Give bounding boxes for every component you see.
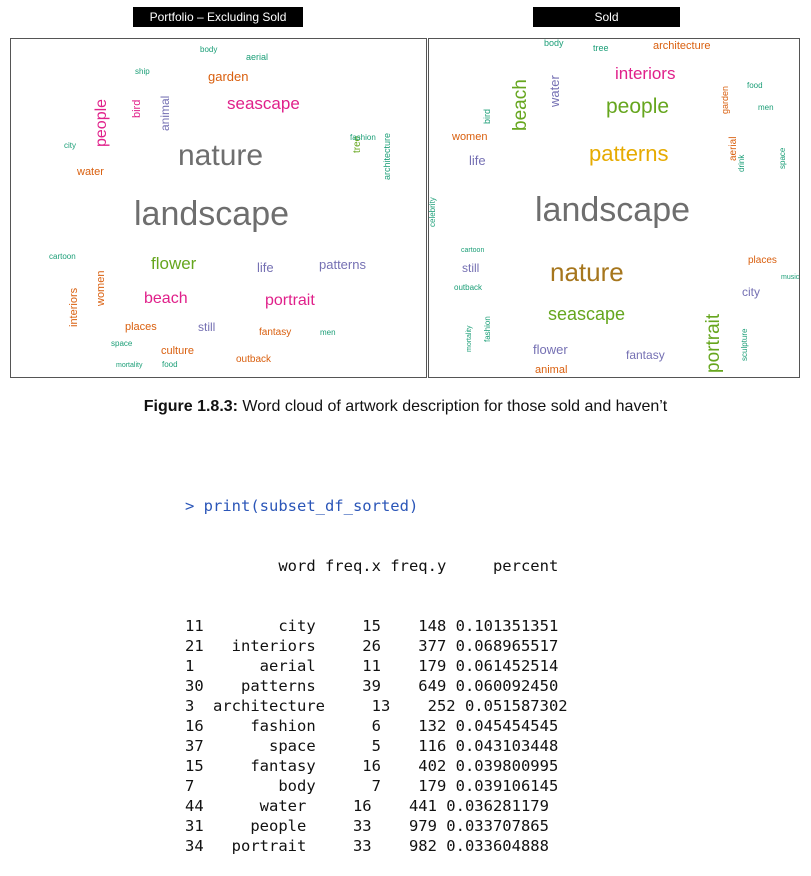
console-rows: 11 city 15 148 0.101351351 21 interiors 2… [185,616,568,856]
cloud-word-cartoon: cartoon [49,252,76,261]
console-row: 1 aerial 11 179 0.061452514 [185,657,559,675]
cloud-word-music: music [781,274,800,281]
cloud-word-interiors: interiors [615,64,676,83]
cloud-word-celebrity: celebrity [428,196,437,227]
cloud-word-fantasy: fantasy [259,327,292,338]
cloud-word-garden: garden [208,69,249,84]
console-row: 34 portrait 33 982 0.033604888 [185,837,549,855]
cloud-word-places: places [748,255,777,266]
cloud-word-women: women [95,270,107,307]
cloud-word-life: life [257,260,274,275]
cloud-word-cartoon: cartoon [461,247,485,254]
cloud-word-body: body [200,45,218,54]
console-row: 7 body 7 179 0.039106145 [185,777,559,795]
cloud-word-body: body [544,38,564,48]
console-row: 21 interiors 26 377 0.068965517 [185,637,559,655]
cloud-word-beach: beach [510,79,531,132]
cloud-word-still: still [198,320,216,334]
figure-label: Figure 1.8.3: [143,398,238,415]
console-row: 37 space 5 116 0.043103448 [185,737,559,755]
console-command: > print(subset_df_sorted) [185,497,419,515]
cloud-word-people: people [93,98,110,147]
cloud-word-interiors: interiors [68,288,80,328]
cloud-word-portrait: portrait [265,292,315,309]
cloud-word-women: women [452,131,488,143]
console-row: 30 patterns 39 649 0.060092450 [185,677,559,695]
left-panel-title: Portfolio – Excluding Sold [133,7,303,27]
cloud-word-water: water [77,166,104,178]
cloud-word-ship: ship [135,67,150,76]
figure-caption-text: Word cloud of artwork description for th… [237,398,668,415]
cloud-word-outback: outback [236,354,272,365]
cloud-word-architecture: architecture [382,133,392,181]
cloud-word-bird: bird [131,99,143,119]
cloud-word-mortality: mortality [116,362,143,369]
cloud-word-landscape: landscape [535,191,691,229]
cloud-word-city: city [742,285,760,299]
cloud-word-fantasy: fantasy [626,348,665,362]
cloud-word-seascape: seascape [548,304,626,324]
console-row: 16 fashion 6 132 0.045454545 [185,717,559,735]
cloud-word-beach: beach [144,290,188,307]
cloud-word-water: water [547,74,562,107]
cloud-word-places: places [125,321,157,333]
cloud-word-mortality: mortality [466,325,473,352]
cloud-word-still: still [462,261,480,275]
console-row: 31 people 33 979 0.033707865 [185,817,549,835]
right-panel-title: Sold [533,7,680,27]
cloud-word-space: space [778,147,787,169]
cloud-word-culture: culture [161,345,195,357]
cloud-word-seascape: seascape [227,94,300,113]
console-header: word freq.x freq.y percent [185,557,559,575]
console-row: 44 water 16 441 0.036281179 [185,797,549,815]
cloud-word-patterns: patterns [589,141,669,166]
cloud-word-city: city [64,141,76,150]
cloud-word-men: men [320,328,336,337]
cloud-word-bird: bird [482,108,492,124]
cloud-word-flower: flower [151,254,197,273]
cloud-word-nature: nature [550,257,624,287]
cloud-word-architecture: architecture [653,40,711,52]
console-row: 15 fantasy 16 402 0.039800995 [185,757,559,775]
cloud-word-fashion: fashion [483,316,492,342]
cloud-word-tree: tree [593,43,609,53]
cloud-word-food: food [162,360,178,369]
cloud-word-landscape: landscape [134,195,290,233]
cloud-word-animal: animal [535,364,568,376]
cloud-word-portrait: portrait [703,313,724,373]
figure-caption: Figure 1.8.3: Word cloud of artwork desc… [0,398,811,416]
console-row: 11 city 15 148 0.101351351 [185,617,559,635]
cloud-word-men: men [758,103,774,112]
console-row: 3 architecture 13 252 0.051587302 [185,697,568,715]
r-console-output: > print(subset_df_sorted) word freq.x fr… [185,456,568,876]
left-word-cloud: nature landscape seascape garden people bird a… [10,38,427,378]
cloud-word-flower: flower [533,342,568,357]
cloud-word-food: food [747,81,763,90]
cloud-word-outback: outback [454,283,483,292]
cloud-word-patterns: patterns [319,257,366,272]
cloud-word-nature: nature [178,139,264,172]
right-word-cloud: landscape nature patterns people interiors se… [428,38,800,378]
cloud-word-animal: animal [158,95,172,131]
cloud-word-fashion: fashion [350,133,376,142]
cloud-word-space: space [111,339,133,348]
cloud-word-life: life [469,153,486,168]
cloud-word-people: people [606,95,670,118]
cloud-word-sculpture: sculpture [740,328,749,361]
cloud-word-drink: drink [737,154,746,172]
cloud-word-aerial: aerial [246,52,269,62]
cloud-word-garden: garden [720,85,730,114]
